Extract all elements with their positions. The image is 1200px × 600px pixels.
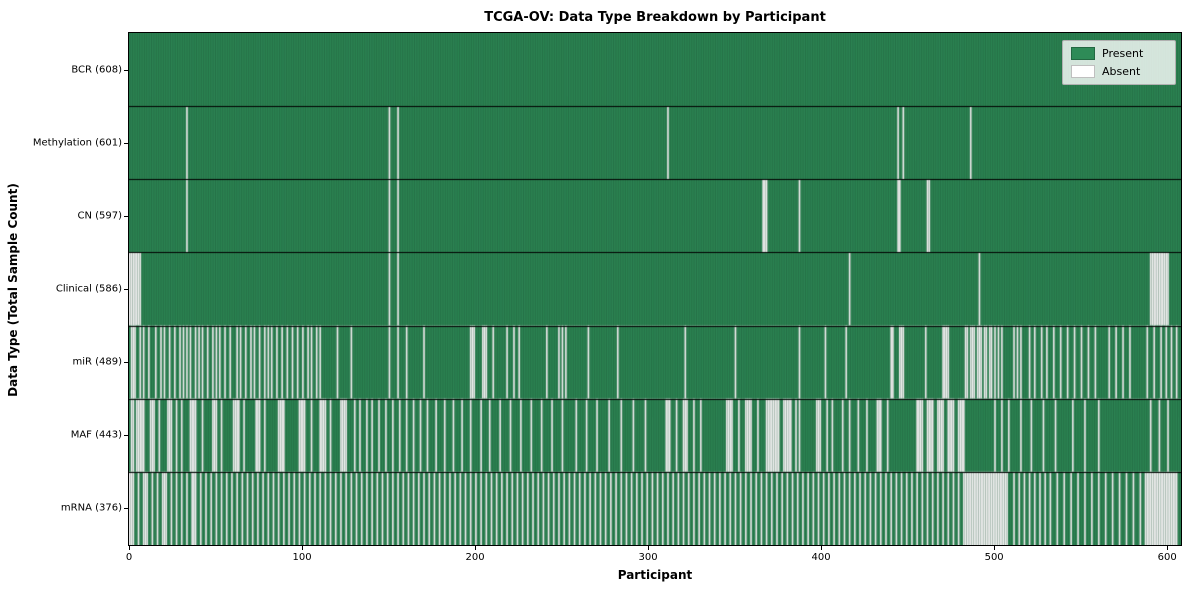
- ytick-mark: [124, 216, 128, 217]
- ytick-mark: [124, 362, 128, 363]
- xtick-mark: [302, 546, 303, 550]
- xtick-mark: [648, 546, 649, 550]
- heatmap-canvas: [129, 33, 1181, 545]
- ytick-mark: [124, 435, 128, 436]
- xtick-label-100: 100: [292, 552, 312, 563]
- xtick-label-0: 0: [125, 552, 133, 563]
- xtick-label-400: 400: [811, 552, 831, 563]
- ytick-label-bcr: BCR (608): [71, 64, 122, 76]
- x-axis-label: Participant: [617, 568, 693, 582]
- ytick-mark: [124, 70, 128, 71]
- xtick-mark: [821, 546, 822, 550]
- ytick-mark: [124, 508, 128, 509]
- ytick-label-cn: CN (597): [77, 210, 122, 222]
- xtick-mark: [994, 546, 995, 550]
- xtick-mark: [1167, 546, 1168, 550]
- ytick-label-clinical: Clinical (586): [55, 283, 122, 295]
- xtick-label-600: 600: [1157, 552, 1177, 563]
- legend: Present Absent: [1062, 40, 1176, 85]
- legend-label-absent: Absent: [1102, 65, 1141, 78]
- plot-area: [128, 32, 1182, 546]
- xtick-label-200: 200: [465, 552, 485, 563]
- ytick-label-maf: MAF (443): [70, 429, 122, 441]
- xtick-label-300: 300: [638, 552, 658, 563]
- ytick-label-mir: miR (489): [72, 356, 122, 368]
- legend-label-present: Present: [1102, 47, 1144, 60]
- xtick-mark: [129, 546, 130, 550]
- ytick-mark: [124, 289, 128, 290]
- ytick-label-methylation: Methylation (601): [32, 137, 122, 149]
- chart-title: TCGA-OV: Data Type Breakdown by Particip…: [484, 10, 826, 25]
- legend-entry-present: Present: [1071, 47, 1167, 60]
- ytick-label-mrna: mRNA (376): [60, 502, 122, 514]
- present-swatch-icon: [1071, 47, 1095, 60]
- xtick-mark: [475, 546, 476, 550]
- ytick-mark: [124, 143, 128, 144]
- absent-swatch-icon: [1071, 65, 1095, 78]
- legend-entry-absent: Absent: [1071, 65, 1167, 78]
- xtick-label-500: 500: [984, 552, 1004, 563]
